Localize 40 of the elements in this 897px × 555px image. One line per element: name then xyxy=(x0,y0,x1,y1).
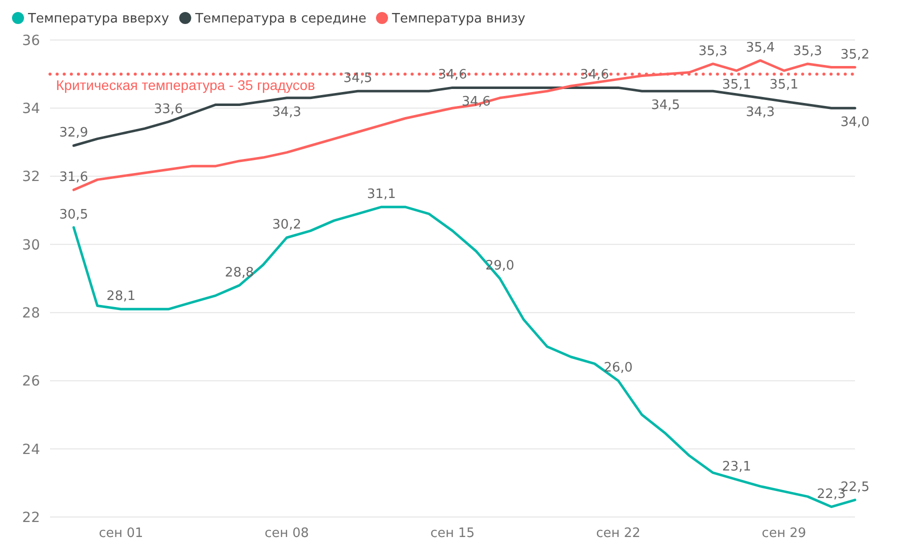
y-tick-label: 22 xyxy=(22,510,40,526)
data-label: 26,0 xyxy=(604,360,633,376)
data-label: 35,4 xyxy=(746,40,775,56)
data-label: 34,6 xyxy=(580,68,610,83)
data-label: 34,6 xyxy=(438,68,467,83)
data-label: 34,3 xyxy=(746,104,775,120)
data-label: 31,1 xyxy=(366,186,396,202)
y-tick-label: 26 xyxy=(22,374,40,390)
data-label: 28,8 xyxy=(224,265,254,280)
x-tick-label: сен 15 xyxy=(430,526,475,541)
data-label: 35,3 xyxy=(793,44,822,59)
y-tick-label: 28 xyxy=(22,305,40,322)
data-label: 23,1 xyxy=(722,460,752,475)
x-tick-label: сен 08 xyxy=(264,526,309,541)
y-tick-label: 32 xyxy=(22,169,40,186)
data-label: 34,5 xyxy=(343,71,372,86)
data-label: 35,1 xyxy=(769,78,798,93)
data-label: 30,2 xyxy=(272,218,302,233)
data-label: 34,3 xyxy=(272,104,302,120)
y-tick-label: 30 xyxy=(22,237,40,254)
x-tick-label: сен 29 xyxy=(762,526,806,541)
data-label: 31,6 xyxy=(59,170,88,185)
data-label: 35,3 xyxy=(698,44,728,59)
data-label: 35,2 xyxy=(840,47,870,62)
legend-label: Температура внизу xyxy=(391,12,526,27)
data-label: 32,9 xyxy=(59,126,88,141)
x-tick-label: сен 01 xyxy=(98,526,144,541)
legend-label: Температура в середине xyxy=(194,12,366,27)
y-tick-label: 36 xyxy=(22,32,40,49)
ref-line-label: Критическая температура - 35 градусов xyxy=(56,77,316,94)
data-label: 30,5 xyxy=(59,207,88,222)
y-tick-label: 24 xyxy=(22,442,40,458)
data-label: 34,5 xyxy=(651,98,680,114)
x-tick-label: сен 22 xyxy=(596,526,640,541)
data-label: 34,0 xyxy=(840,115,870,130)
legend-label: Температура вверху xyxy=(27,12,170,27)
data-label: 33,6 xyxy=(154,102,183,117)
data-label: 35,1 xyxy=(722,78,752,93)
data-label: 28,1 xyxy=(106,289,136,304)
y-tick-label: 34 xyxy=(22,101,40,118)
